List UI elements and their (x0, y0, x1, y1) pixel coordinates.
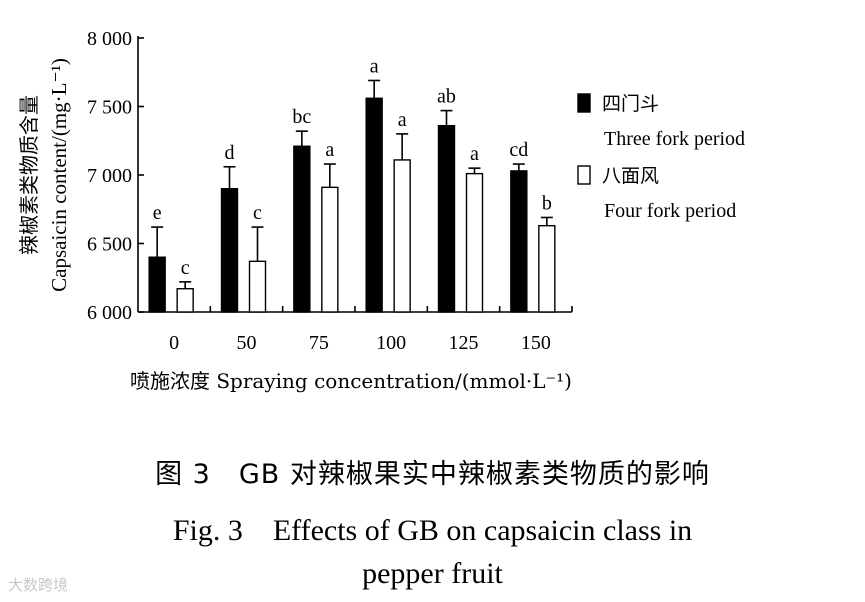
y-tick-label: 6 500 (87, 234, 132, 256)
significance-letter: d (225, 142, 235, 164)
legend-swatch (577, 165, 591, 185)
significance-letter: e (153, 202, 162, 224)
watermark-logo: 大数跨境 (8, 576, 69, 594)
bar (437, 124, 456, 313)
y-tick-label: 7 000 (87, 165, 132, 187)
bar (465, 172, 484, 313)
y-tick-label: 7 500 (87, 97, 132, 119)
bar (293, 145, 311, 313)
y-axis-label-zh: 辣椒素类物质含量 (17, 95, 41, 255)
significance-letter: c (253, 202, 262, 224)
bar (393, 159, 411, 313)
legend: 四门斗 Three fork period 八面风 Four fork period (577, 93, 745, 222)
bar (510, 170, 528, 313)
y-axis-label-en: Capsaicin content/(mg·L⁻¹) (47, 58, 71, 292)
significance-letter: cd (509, 139, 528, 161)
bar (321, 186, 339, 313)
bar (248, 260, 267, 313)
figure-caption-en-line2: pepper fruit (362, 557, 503, 590)
plot-area: 6 000 6 500 7 000 7 500 8 000 0 50 75 100 125 150 e… (87, 28, 573, 354)
bar-chart: 6 000 6 500 7 000 7 500 8 000 0 50 75 100 125 150 e… (17, 28, 745, 393)
significance-letter: c (181, 257, 190, 279)
legend-label-zh: 四门斗 (602, 93, 659, 115)
legend-label-en: Four fork period (604, 200, 736, 222)
significance-letter: ab (437, 86, 456, 108)
x-tick-label: 125 (449, 332, 479, 354)
x-tick-label: 75 (309, 332, 329, 354)
x-tick-label: 100 (376, 332, 406, 354)
bar (220, 187, 239, 313)
x-tick-label: 0 (169, 332, 179, 354)
x-tick-label: 150 (521, 332, 551, 354)
significance-letter: a (398, 109, 407, 131)
significance-letter: b (542, 192, 552, 214)
significance-letter: a (325, 139, 334, 161)
legend-label-zh: 八面风 (602, 165, 659, 187)
legend-label-en: Three fork period (604, 128, 745, 150)
significance-letter: a (370, 55, 379, 77)
figure-caption-zh: 图 3 GB 对辣椒果实中辣椒素类物质的影响 (155, 459, 710, 490)
significance-letter: bc (292, 106, 311, 128)
x-tick-label: 50 (237, 332, 257, 354)
x-axis-label: 喷施浓度 Spraying concentration/(mmol·L⁻¹) (130, 369, 572, 393)
significance-letter: a (470, 143, 479, 165)
figure-caption-en-line1: Fig. 3 Effects of GB on capsaicin class … (172, 514, 693, 547)
bar (365, 97, 383, 313)
bar (538, 224, 556, 313)
legend-swatch (577, 93, 591, 113)
y-tick-label: 6 000 (87, 302, 132, 324)
bar (148, 256, 166, 313)
bar (176, 288, 194, 313)
y-tick-label: 8 000 (87, 28, 132, 50)
